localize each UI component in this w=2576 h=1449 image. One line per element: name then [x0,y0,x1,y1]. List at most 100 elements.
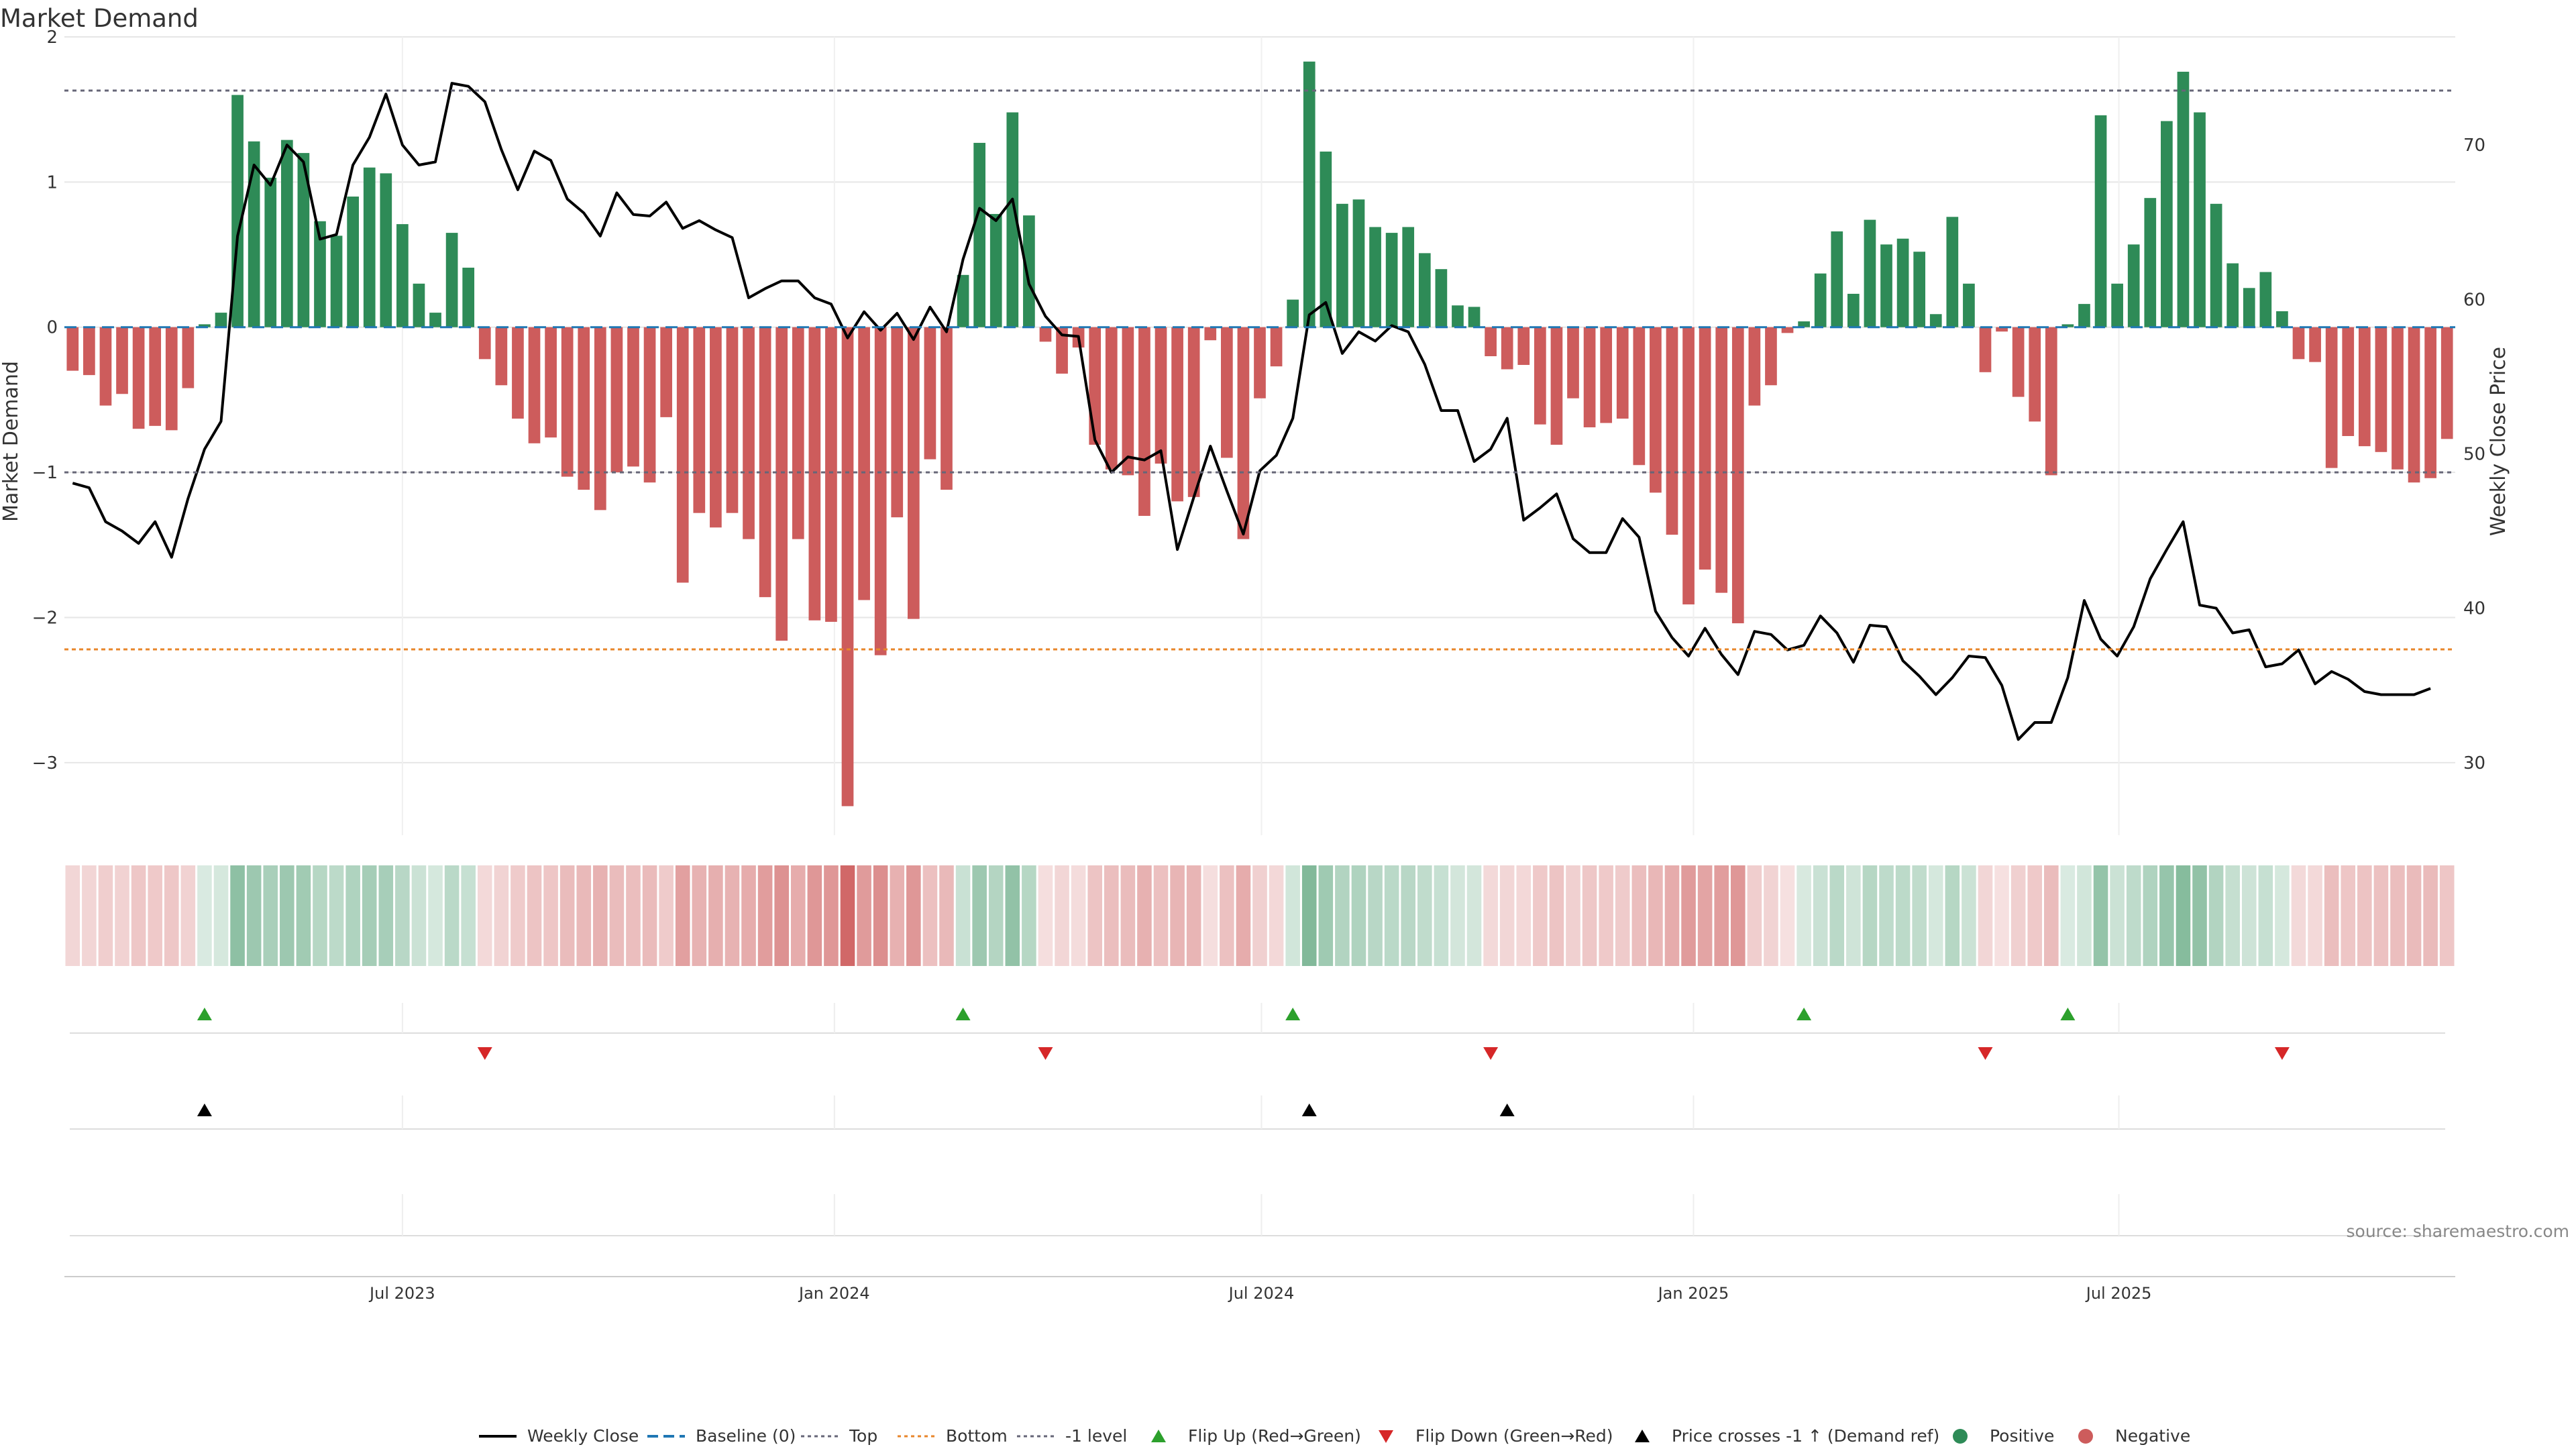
heat-cell [1252,865,1267,966]
positive-bar [973,142,986,327]
heat-cell [559,865,575,966]
negative-bar [1485,327,1497,356]
positive-bar [2144,198,2157,327]
heat-cell [1055,865,1069,966]
positive-bar [330,235,343,327]
positive-bar [347,197,359,327]
heat-cell [1813,865,1828,966]
y-tick-label: 1 [46,172,58,193]
positive-bar [2078,304,2090,327]
positive-bar [2177,71,2190,327]
negative-bar [1517,327,1530,365]
positive-bar [1352,199,1365,327]
positive-bar [2094,115,2107,327]
y-tick-label: −1 [32,463,58,483]
negative-bar [1155,327,1167,464]
positive-bar [363,167,376,327]
heat-cell [131,865,146,966]
heat-cell [2176,865,2191,966]
heat-cell [724,865,740,966]
negative-bar [2045,327,2057,476]
heat-cell [527,865,542,966]
flip-up-marker [1796,1008,1812,1020]
positive-bar [199,324,211,327]
negative-bar [1056,327,1068,374]
negative-bar [2424,327,2436,478]
negative-bar [874,327,887,655]
negative-bar [1105,327,1118,470]
positive-bar [2194,112,2206,327]
x-tick-label: Jul 2025 [2085,1284,2152,1303]
negative-bar [1138,327,1150,516]
heat-cell [1895,865,1911,966]
price-series [72,82,2431,741]
y-axis-ticks: 2 1 0 −1 −2 −3 [32,28,58,773]
heat-cell [1648,865,1663,966]
heat-cell [609,865,625,966]
flip-down-marker [1038,1047,1053,1060]
positive-bar [2127,244,2140,327]
heat-cell [1615,865,1630,966]
positive-bar [215,313,227,327]
negative-bar [1748,327,1761,406]
heat-cell [428,865,443,966]
negative-bar [578,327,590,490]
negative-bar [726,327,739,513]
price-cross-marker [1499,1104,1515,1116]
heat-cell [477,865,492,966]
y-tick-label: −3 [32,753,58,773]
heat-cell [2143,865,2158,966]
heat-cell [1483,865,1498,966]
heat-cell [1516,865,1532,966]
negative-bar [149,327,162,426]
negative-bar [841,327,854,806]
heat-cell [1022,865,1036,966]
heat-cell [1599,865,1613,966]
heat-cell [1731,865,1746,966]
heat-cell [543,865,558,966]
heat-cell [774,865,789,966]
y2-axis-ticks: 70 60 50 40 30 [2463,136,2485,773]
positive-bar [2243,288,2255,327]
heat-cell [2341,865,2356,966]
heat-cell [2241,865,2257,966]
heat-cell [2439,865,2455,966]
heat-cell [246,865,262,966]
positive-bar [1452,305,1464,327]
negative-bar [478,327,491,360]
heat-cell [115,865,129,966]
heat-cell [1631,865,1647,966]
heat-cell [213,865,229,966]
heat-cell [955,865,971,966]
legend-label: Baseline (0) [696,1426,796,1446]
y-tick-label: −2 [32,608,58,628]
heat-cell [1664,865,1680,966]
negative-bar [594,327,606,511]
positive-bar [1006,112,1019,327]
heat-cell [2324,865,2339,966]
source-note: source: sharemaestro.com [2347,1222,2570,1241]
heat-cell [593,865,608,966]
heat-cell [1137,865,1152,966]
negative-bar [1220,327,1233,458]
heat-cell [98,865,113,966]
negative-bar [627,327,639,467]
y2-axis-label: Weekly Close Price [2487,347,2510,536]
negative-bar [2309,327,2321,362]
heat-cell [2027,865,2043,966]
heat-cell [1170,865,1185,966]
event-panels [70,1003,2445,1236]
positive-bar [1963,283,1975,327]
heat-cell [741,865,756,966]
heat-cell [1087,865,1102,966]
positive-bar [1023,215,1035,327]
flip-down-marker [1978,1047,1993,1060]
heat-cell [1236,865,1251,966]
heat-cell [1879,865,1894,966]
positive-bar [1913,252,1926,327]
heat-cell [1994,865,2009,966]
heat-cell [2060,865,2076,966]
positive-bar [2161,121,2173,327]
negative-bar [66,327,79,371]
heat-cell [494,865,509,966]
